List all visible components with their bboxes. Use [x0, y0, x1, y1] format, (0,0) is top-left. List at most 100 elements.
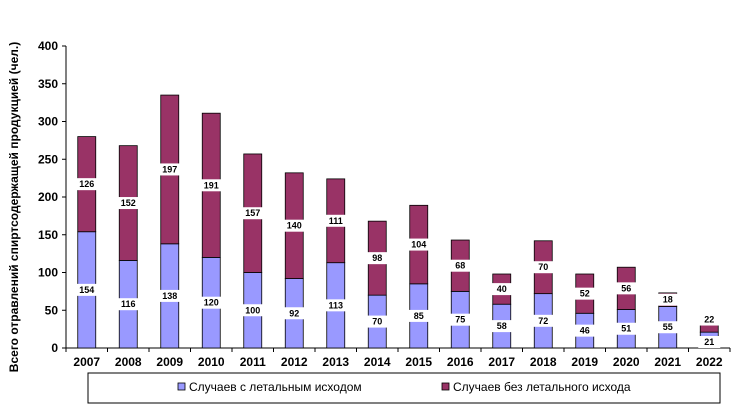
x-tick-label: 2016 [447, 355, 474, 369]
data-label-fatal: 85 [414, 311, 424, 321]
data-label-bg [407, 309, 430, 322]
data-label-nonfatal: 126 [79, 179, 94, 189]
data-label-bg [449, 313, 472, 326]
y-tick-label: 300 [38, 115, 58, 129]
data-label-bg [200, 296, 223, 309]
data-label-bg [75, 283, 98, 296]
legend-swatch-fatal [177, 382, 186, 391]
data-label-fatal: 72 [538, 316, 548, 326]
data-label-fatal: 138 [162, 291, 177, 301]
legend-box [87, 372, 721, 404]
data-label-bg [615, 322, 638, 335]
data-label-bg [158, 289, 181, 302]
data-label-nonfatal: 197 [162, 164, 177, 174]
data-label-bg [366, 252, 389, 265]
data-label-bg [532, 314, 555, 327]
data-label-bg [200, 179, 223, 192]
data-label-fatal: 46 [580, 326, 590, 336]
data-label-nonfatal: 104 [411, 240, 426, 250]
y-tick-label: 350 [38, 77, 58, 91]
data-label-fatal: 113 [328, 300, 343, 310]
y-tick-label: 0 [51, 341, 58, 355]
data-label-fatal: 100 [245, 305, 260, 315]
legend-swatch-nonfatal [441, 382, 450, 391]
data-label-bg [490, 283, 513, 296]
data-label-fatal: 116 [121, 299, 136, 309]
data-label-bg [407, 238, 430, 251]
data-label-nonfatal: 40 [497, 284, 507, 294]
x-tick-label: 2013 [322, 355, 349, 369]
data-label-bg [656, 321, 679, 334]
y-tick-label: 400 [38, 39, 58, 53]
legend: Случаев с летальным исходом Случаев без … [87, 372, 721, 404]
data-label-fatal: 75 [455, 315, 465, 325]
x-tick-label: 2021 [654, 355, 681, 369]
data-label-fatal: 70 [372, 317, 382, 327]
x-tick-label: 2014 [364, 355, 391, 369]
data-label-nonfatal: 140 [287, 221, 302, 231]
data-label-bg [573, 324, 596, 337]
data-label-fatal: 58 [497, 321, 507, 331]
data-label-nonfatal: 191 [204, 180, 219, 190]
data-label-bg [75, 178, 98, 191]
y-tick-label: 250 [38, 152, 58, 166]
data-label-bg [324, 299, 347, 312]
data-label-bg [158, 163, 181, 176]
data-label-bg [615, 282, 638, 295]
axes: 0 50 100 150 200 250 300 350 400 2007 2008 2009 2010… [38, 39, 731, 369]
data-label-nonfatal: 52 [580, 289, 590, 299]
x-tick-label: 2019 [571, 355, 598, 369]
x-tick-label: 2011 [240, 355, 266, 369]
data-label-nonfatal: 18 [663, 295, 673, 305]
legend-label-fatal: Случаев с летальным исходом [189, 380, 362, 394]
x-tick-label: 2022 [696, 355, 723, 369]
data-label-fatal: 154 [79, 285, 94, 295]
x-tick-label: 2009 [156, 355, 183, 369]
bars [77, 94, 719, 349]
data-label-fatal: 55 [663, 322, 673, 332]
data-label-nonfatal: 157 [245, 208, 260, 218]
data-label-bg [532, 261, 555, 274]
data-label-bg [490, 320, 513, 333]
data-label-fatal: 21 [704, 337, 714, 347]
data-label-nonfatal: 56 [621, 283, 631, 293]
data-label-bg [241, 304, 264, 317]
data-label-bg [283, 307, 306, 320]
data-label-bg [449, 259, 472, 272]
data-label-nonfatal: 70 [538, 262, 548, 272]
data-label-nonfatal: 111 [329, 216, 343, 226]
data-label-bg [698, 313, 721, 326]
data-labels: 154 126 116 152 138 197 120 191 100 157 92 140 113 11… [75, 163, 721, 348]
x-tick-label: 2010 [198, 355, 225, 369]
x-tick-label: 2007 [73, 355, 100, 369]
data-label-bg [698, 336, 721, 348]
x-tick-label: 2017 [488, 355, 515, 369]
data-label-fatal: 51 [621, 324, 631, 334]
x-tick-label: 2008 [115, 355, 142, 369]
y-tick-label: 50 [45, 303, 59, 317]
data-label-nonfatal: 22 [704, 315, 714, 325]
y-tick-label: 200 [38, 190, 58, 204]
legend-label-nonfatal: Случаев без летального исхода [453, 380, 631, 394]
y-axis-title: Всего отравлений спиртсодержащей продукц… [7, 42, 21, 372]
x-tick-label: 2020 [613, 355, 640, 369]
x-tick-label: 2012 [281, 355, 308, 369]
data-label-bg [117, 197, 140, 210]
data-label-bg [366, 315, 389, 328]
data-label-bg [324, 214, 347, 227]
y-tick-label: 100 [38, 266, 58, 280]
data-label-nonfatal: 68 [455, 261, 465, 271]
data-label-fatal: 120 [204, 298, 219, 308]
data-label-nonfatal: 152 [121, 198, 136, 208]
data-label-fatal: 92 [289, 308, 299, 318]
y-tick-label: 150 [38, 228, 58, 242]
data-label-bg [241, 207, 264, 220]
x-tick-label: 2018 [530, 355, 557, 369]
x-tick-label: 2015 [405, 355, 432, 369]
data-label-bg [656, 293, 679, 306]
data-label-nonfatal: 98 [372, 253, 382, 263]
data-label-bg [117, 298, 140, 311]
data-label-bg [283, 219, 306, 232]
